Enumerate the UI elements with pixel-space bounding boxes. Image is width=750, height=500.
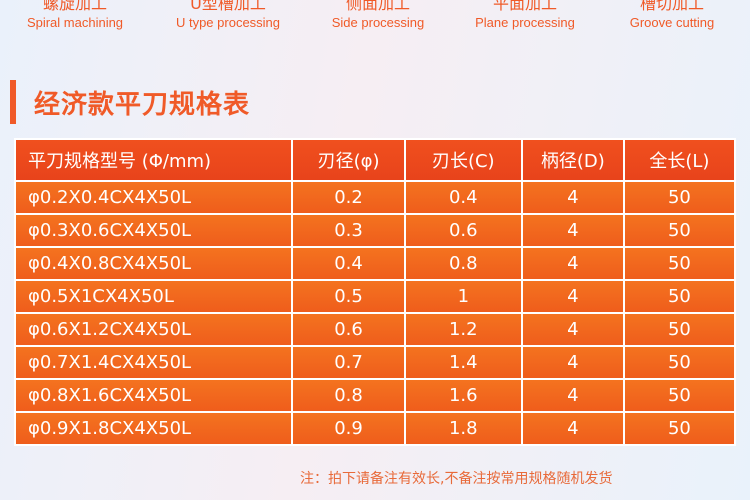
table-cell: 1 — [403, 279, 523, 314]
table-cell: φ0.7X1.4CX4X50L — [13, 345, 294, 380]
table-row: φ0.4X0.8CX4X50L 0.4 0.8 4 50 — [13, 246, 737, 281]
table-cell: 1.6 — [403, 378, 523, 413]
process-label: 侧面加工 Side processing — [303, 0, 453, 32]
table-row: φ0.7X1.4CX4X50L 0.7 1.4 4 50 — [13, 345, 737, 380]
process-label: 槽切加工 Groove cutting — [597, 0, 747, 32]
table-cell: 1.2 — [403, 312, 523, 347]
header-cell: 刃径(φ) — [291, 138, 406, 182]
table-cell: 50 — [622, 378, 737, 413]
process-label: U型槽加工 U type processing — [153, 0, 303, 32]
header-cell: 刃长(C) — [403, 138, 523, 182]
table-cell: 4 — [520, 312, 625, 347]
table-cell: 4 — [520, 345, 625, 380]
table-cell: 0.3 — [291, 213, 406, 248]
table-title: 经济款平刀规格表 — [34, 90, 251, 120]
table-cell: 0.5 — [291, 279, 406, 314]
process-zh: 槽切加工 — [639, 0, 704, 13]
table-cell: 0.6 — [403, 213, 523, 248]
table-cell: 4 — [520, 246, 625, 281]
table-cell: 4 — [520, 213, 625, 248]
table-cell: φ0.2X0.4CX4X50L — [13, 180, 294, 215]
table-row: φ0.9X1.8CX4X50L 0.9 1.8 4 50 — [13, 411, 737, 446]
table-cell: φ0.4X0.8CX4X50L — [13, 246, 294, 281]
table-cell: φ0.8X1.6CX4X50L — [13, 378, 294, 413]
title-accent — [10, 80, 16, 124]
process-en: Side processing — [331, 15, 425, 30]
table-cell: 50 — [622, 279, 737, 314]
table-cell: 0.9 — [291, 411, 406, 446]
table-row: φ0.5X1CX4X50L 0.5 1 4 50 — [13, 279, 737, 314]
table-cell: 50 — [622, 180, 737, 215]
header-cell: 全长(L) — [622, 138, 737, 182]
table-cell: φ0.5X1CX4X50L — [13, 279, 294, 314]
table-row: φ0.6X1.2CX4X50L 0.6 1.2 4 50 — [13, 312, 737, 347]
table-cell: 0.4 — [291, 246, 406, 281]
footnote: 注：拍下请备注有效长,不备注按常用规格随机发货 — [300, 471, 613, 487]
table-cell: 0.2 — [291, 180, 406, 215]
spec-table: 平刀规格型号 (Φ/mm) 刃径(φ) 刃长(C) 柄径(D) 全长(L) φ0.2X0.… — [13, 138, 737, 446]
table-cell: 0.7 — [291, 345, 406, 380]
table-cell: 4 — [520, 180, 625, 215]
table-cell: 0.6 — [291, 312, 406, 347]
table-cell: 1.8 — [403, 411, 523, 446]
table-row: φ0.8X1.6CX4X50L 0.8 1.6 4 50 — [13, 378, 737, 413]
table-cell: 0.8 — [403, 246, 523, 281]
table-row: φ0.2X0.4CX4X50L 0.2 0.4 4 50 — [13, 180, 737, 215]
process-en: Plane processing — [475, 15, 575, 30]
table-cell: 50 — [622, 312, 737, 347]
process-en: U type processing — [175, 15, 281, 30]
table-cell: 50 — [622, 246, 737, 281]
table-cell: 1.4 — [403, 345, 523, 380]
process-zh: 侧面加工 — [345, 0, 410, 13]
table-cell: 50 — [622, 213, 737, 248]
process-en: Groove cutting — [629, 15, 715, 30]
table-cell: 0.4 — [403, 180, 523, 215]
process-label: 螺旋加工 Spiral machining — [0, 0, 150, 32]
table-cell: 50 — [622, 345, 737, 380]
table-cell: φ0.6X1.2CX4X50L — [13, 312, 294, 347]
header-row: 平刀规格型号 (Φ/mm) 刃径(φ) 刃长(C) 柄径(D) 全长(L) — [13, 138, 737, 182]
table-cell: φ0.9X1.8CX4X50L — [13, 411, 294, 446]
process-zh: 平面加工 — [492, 0, 557, 13]
process-zh: U型槽加工 — [190, 0, 266, 13]
process-label: 平面加工 Plane processing — [450, 0, 600, 32]
process-en: Spiral machining — [26, 15, 124, 30]
table-cell: 0.8 — [291, 378, 406, 413]
table-cell: 4 — [520, 378, 625, 413]
header-cell: 柄径(D) — [520, 138, 625, 182]
header-cell: 平刀规格型号 (Φ/mm) — [13, 138, 294, 182]
table-cell: φ0.3X0.6CX4X50L — [13, 213, 294, 248]
table-cell: 4 — [520, 411, 625, 446]
process-zh: 螺旋加工 — [42, 0, 107, 13]
table-row: φ0.3X0.6CX4X50L 0.3 0.6 4 50 — [13, 213, 737, 248]
table-cell: 50 — [622, 411, 737, 446]
table-cell: 4 — [520, 279, 625, 314]
